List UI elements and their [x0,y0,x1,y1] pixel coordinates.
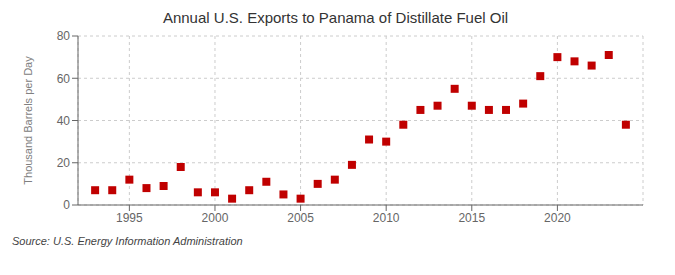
svg-text:0: 0 [63,198,70,212]
svg-text:2005: 2005 [287,211,314,225]
svg-text:1995: 1995 [116,211,143,225]
svg-text:2000: 2000 [202,211,229,225]
html-text:Annual U.S. Exports to Panama: Annual U.S. Exports to Panama of Distill… [162,9,509,26]
svg-text:40: 40 [57,114,71,128]
svg-text:80: 80 [57,29,71,43]
svg-text:2020: 2020 [544,211,571,225]
html-text:Source: U.S. Energy Informatio: Source: U.S. Energy Information Administ… [12,235,243,247]
svg-text:Thousand Barrels per Day: Thousand Barrels per Day [22,56,34,185]
svg-text:20: 20 [57,156,71,170]
svg-text:2015: 2015 [458,211,485,225]
svg-text:2010: 2010 [373,211,400,225]
svg-text:60: 60 [57,72,71,86]
